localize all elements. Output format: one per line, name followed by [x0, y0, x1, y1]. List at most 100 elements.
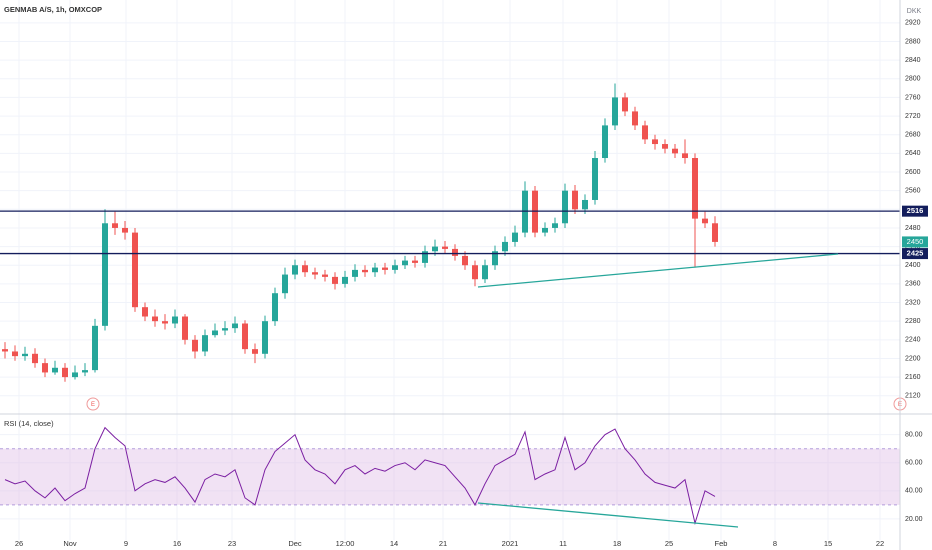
event-marker-label: E	[91, 402, 95, 408]
candle-body	[632, 111, 638, 126]
candle-body	[482, 265, 488, 280]
level-label-box	[902, 205, 928, 217]
rsi-trend-line	[477, 502, 739, 528]
candle-body	[172, 316, 178, 324]
candle-body	[292, 265, 298, 275]
y-tick-label: 2480	[905, 225, 921, 232]
candle-body	[162, 321, 168, 324]
y-tick-label: 2280	[905, 318, 921, 325]
x-tick-label: 22	[876, 539, 884, 548]
candle-body	[142, 307, 148, 317]
y-tick-label: 80.00	[905, 432, 923, 439]
candle-body	[202, 335, 208, 352]
candle-body	[302, 265, 308, 273]
y-tick-label: 2400	[905, 262, 921, 269]
rsi-band	[0, 448, 900, 505]
event-marker	[86, 397, 100, 411]
level-label: 2516	[907, 206, 924, 215]
y-tick-label: 2640	[905, 150, 921, 157]
y-tick-label: 2360	[905, 281, 921, 288]
candle-body	[612, 97, 618, 126]
x-tick-label: 12:00	[336, 539, 355, 548]
candle-body	[12, 351, 18, 357]
candle-body	[42, 363, 48, 373]
y-tick-label: 2160	[905, 374, 921, 381]
x-tick-label: Nov	[63, 539, 77, 548]
candle-body	[332, 276, 338, 284]
candle-body	[492, 251, 498, 266]
y-tick-label: 2920	[905, 20, 921, 27]
candle-body	[312, 272, 318, 275]
candle-body	[702, 218, 708, 224]
candle-body	[392, 265, 398, 270]
candle-body	[512, 232, 518, 242]
candle-body	[622, 97, 628, 112]
candle-body	[32, 353, 38, 364]
y-tick-label: 2800	[905, 76, 921, 83]
candle-body	[92, 325, 98, 371]
candle-body	[342, 276, 348, 284]
y-tick-label: 2880	[905, 38, 921, 45]
candle-body	[672, 148, 678, 154]
candle-body	[502, 241, 508, 252]
level-label: 2425	[907, 249, 924, 258]
level-label-box	[902, 248, 928, 260]
last-price-label: 2450	[907, 237, 924, 246]
candle-body	[462, 255, 468, 266]
candle-body	[192, 339, 198, 352]
candle-body	[602, 125, 608, 159]
candle-body	[542, 227, 548, 233]
x-tick-label: 18	[613, 539, 621, 548]
x-tick-label: Dec	[288, 539, 302, 548]
candle-body	[652, 139, 658, 145]
candle-body	[382, 267, 388, 270]
chart-title: GENMAB A/S, 1h, OMXCOP	[4, 5, 102, 14]
candle-body	[2, 349, 8, 352]
y-tick-label: 2600	[905, 169, 921, 176]
candle-body	[182, 316, 188, 340]
x-tick-label: 11	[559, 539, 567, 548]
candle-body	[252, 349, 258, 354]
y-tick-label: 60.00	[905, 460, 923, 467]
candle-body	[442, 246, 448, 249]
x-tick-label: 25	[665, 539, 673, 548]
x-tick-label: Feb	[715, 539, 728, 548]
last-price-box	[902, 236, 928, 248]
candle-body	[572, 190, 578, 210]
candle-body	[592, 158, 598, 200]
rsi-title: RSI (14, close)	[4, 419, 54, 428]
candle-body	[472, 265, 478, 280]
candle-body	[152, 316, 158, 322]
candle-body	[322, 274, 328, 277]
candle-body	[402, 260, 408, 266]
candle-body	[682, 153, 688, 159]
candle-body	[242, 323, 248, 350]
candle-body	[352, 269, 358, 277]
rsi-line	[4, 426, 716, 526]
candle-body	[372, 267, 378, 273]
plot-layer: 2120216022002240228023202360240024402480…	[0, 20, 928, 548]
candle-body	[582, 199, 588, 210]
candle-body	[52, 367, 58, 373]
candle-body	[562, 190, 568, 224]
candle-body	[452, 248, 458, 256]
candle-body	[422, 251, 428, 263]
x-tick-label: 9	[124, 539, 128, 548]
y-tick-label: 2840	[905, 57, 921, 64]
y-tick-label: 2320	[905, 299, 921, 306]
y-tick-label: 40.00	[905, 488, 923, 495]
candle-body	[212, 330, 218, 336]
x-tick-label: 15	[824, 539, 832, 548]
y-tick-label: 2240	[905, 337, 921, 344]
axis-unit: DKK	[907, 8, 922, 15]
x-tick-label: 14	[390, 539, 398, 548]
y-tick-label: 2680	[905, 132, 921, 139]
candle-body	[662, 144, 668, 149]
candle-body	[62, 367, 68, 378]
y-tick-label: 20.00	[905, 516, 923, 523]
candle-body	[262, 321, 268, 354]
candle-body	[432, 246, 438, 252]
candle-body	[692, 158, 698, 219]
